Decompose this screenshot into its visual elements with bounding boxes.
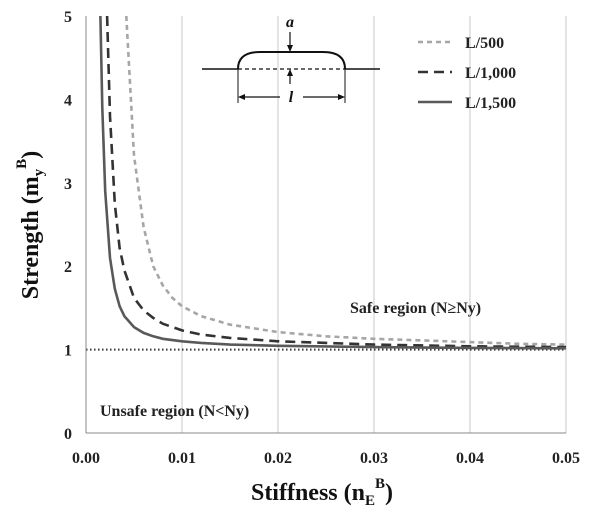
- x-tick-label: 0.03: [360, 450, 388, 467]
- legend-label: L/500: [465, 35, 504, 52]
- unsafe-region-annotation: Unsafe region (N<Ny): [100, 403, 249, 420]
- legend-label: L/1,500: [465, 95, 516, 112]
- legend-label: L/1,000: [465, 65, 516, 82]
- y-tick-label: 4: [64, 92, 72, 109]
- inset-arrowhead-right: [338, 94, 345, 100]
- x-axis-title: Stiffness (nEB): [251, 476, 393, 509]
- y-tick-label: 2: [64, 259, 72, 276]
- y-tick-label: 1: [64, 343, 72, 360]
- x-tick-label: 0.02: [264, 450, 292, 467]
- safe-region-annotation: Safe region (N≥Ny): [350, 300, 481, 317]
- y-tick-labels: 0 1 2 3 4 5: [64, 9, 72, 443]
- x-tick-labels: 0.00 0.01 0.02 0.03 0.04 0.05: [72, 450, 580, 467]
- series-line-3: [99, 15, 567, 350]
- inset-label-l: l: [289, 89, 294, 106]
- x-tick-label: 0.04: [456, 450, 484, 467]
- inset-arrowhead-left: [238, 94, 245, 100]
- y-tick-label: 3: [64, 176, 72, 193]
- inset-a-arrowhead-up: [287, 69, 293, 76]
- x-tick-label: 0.00: [72, 450, 100, 467]
- y-tick-label: 5: [64, 9, 72, 26]
- series-line-1: [125, 15, 567, 346]
- series-group: [99, 15, 567, 350]
- x-tick-label: 0.01: [168, 450, 196, 467]
- y-tick-label: 0: [64, 426, 72, 443]
- legend: L/500 L/1,000 L/1,500: [418, 35, 516, 112]
- y-axis-title: Strength (myB): [14, 151, 47, 299]
- inset-label-a: a: [286, 14, 294, 31]
- gridlines: [181, 16, 567, 433]
- x-tick-label: 0.05: [552, 450, 580, 467]
- inset-a-arrowhead-down: [287, 45, 293, 52]
- inset-arc: [237, 51, 346, 70]
- series-line-2: [105, 15, 567, 349]
- inset-beam-diagram: a l: [202, 14, 380, 106]
